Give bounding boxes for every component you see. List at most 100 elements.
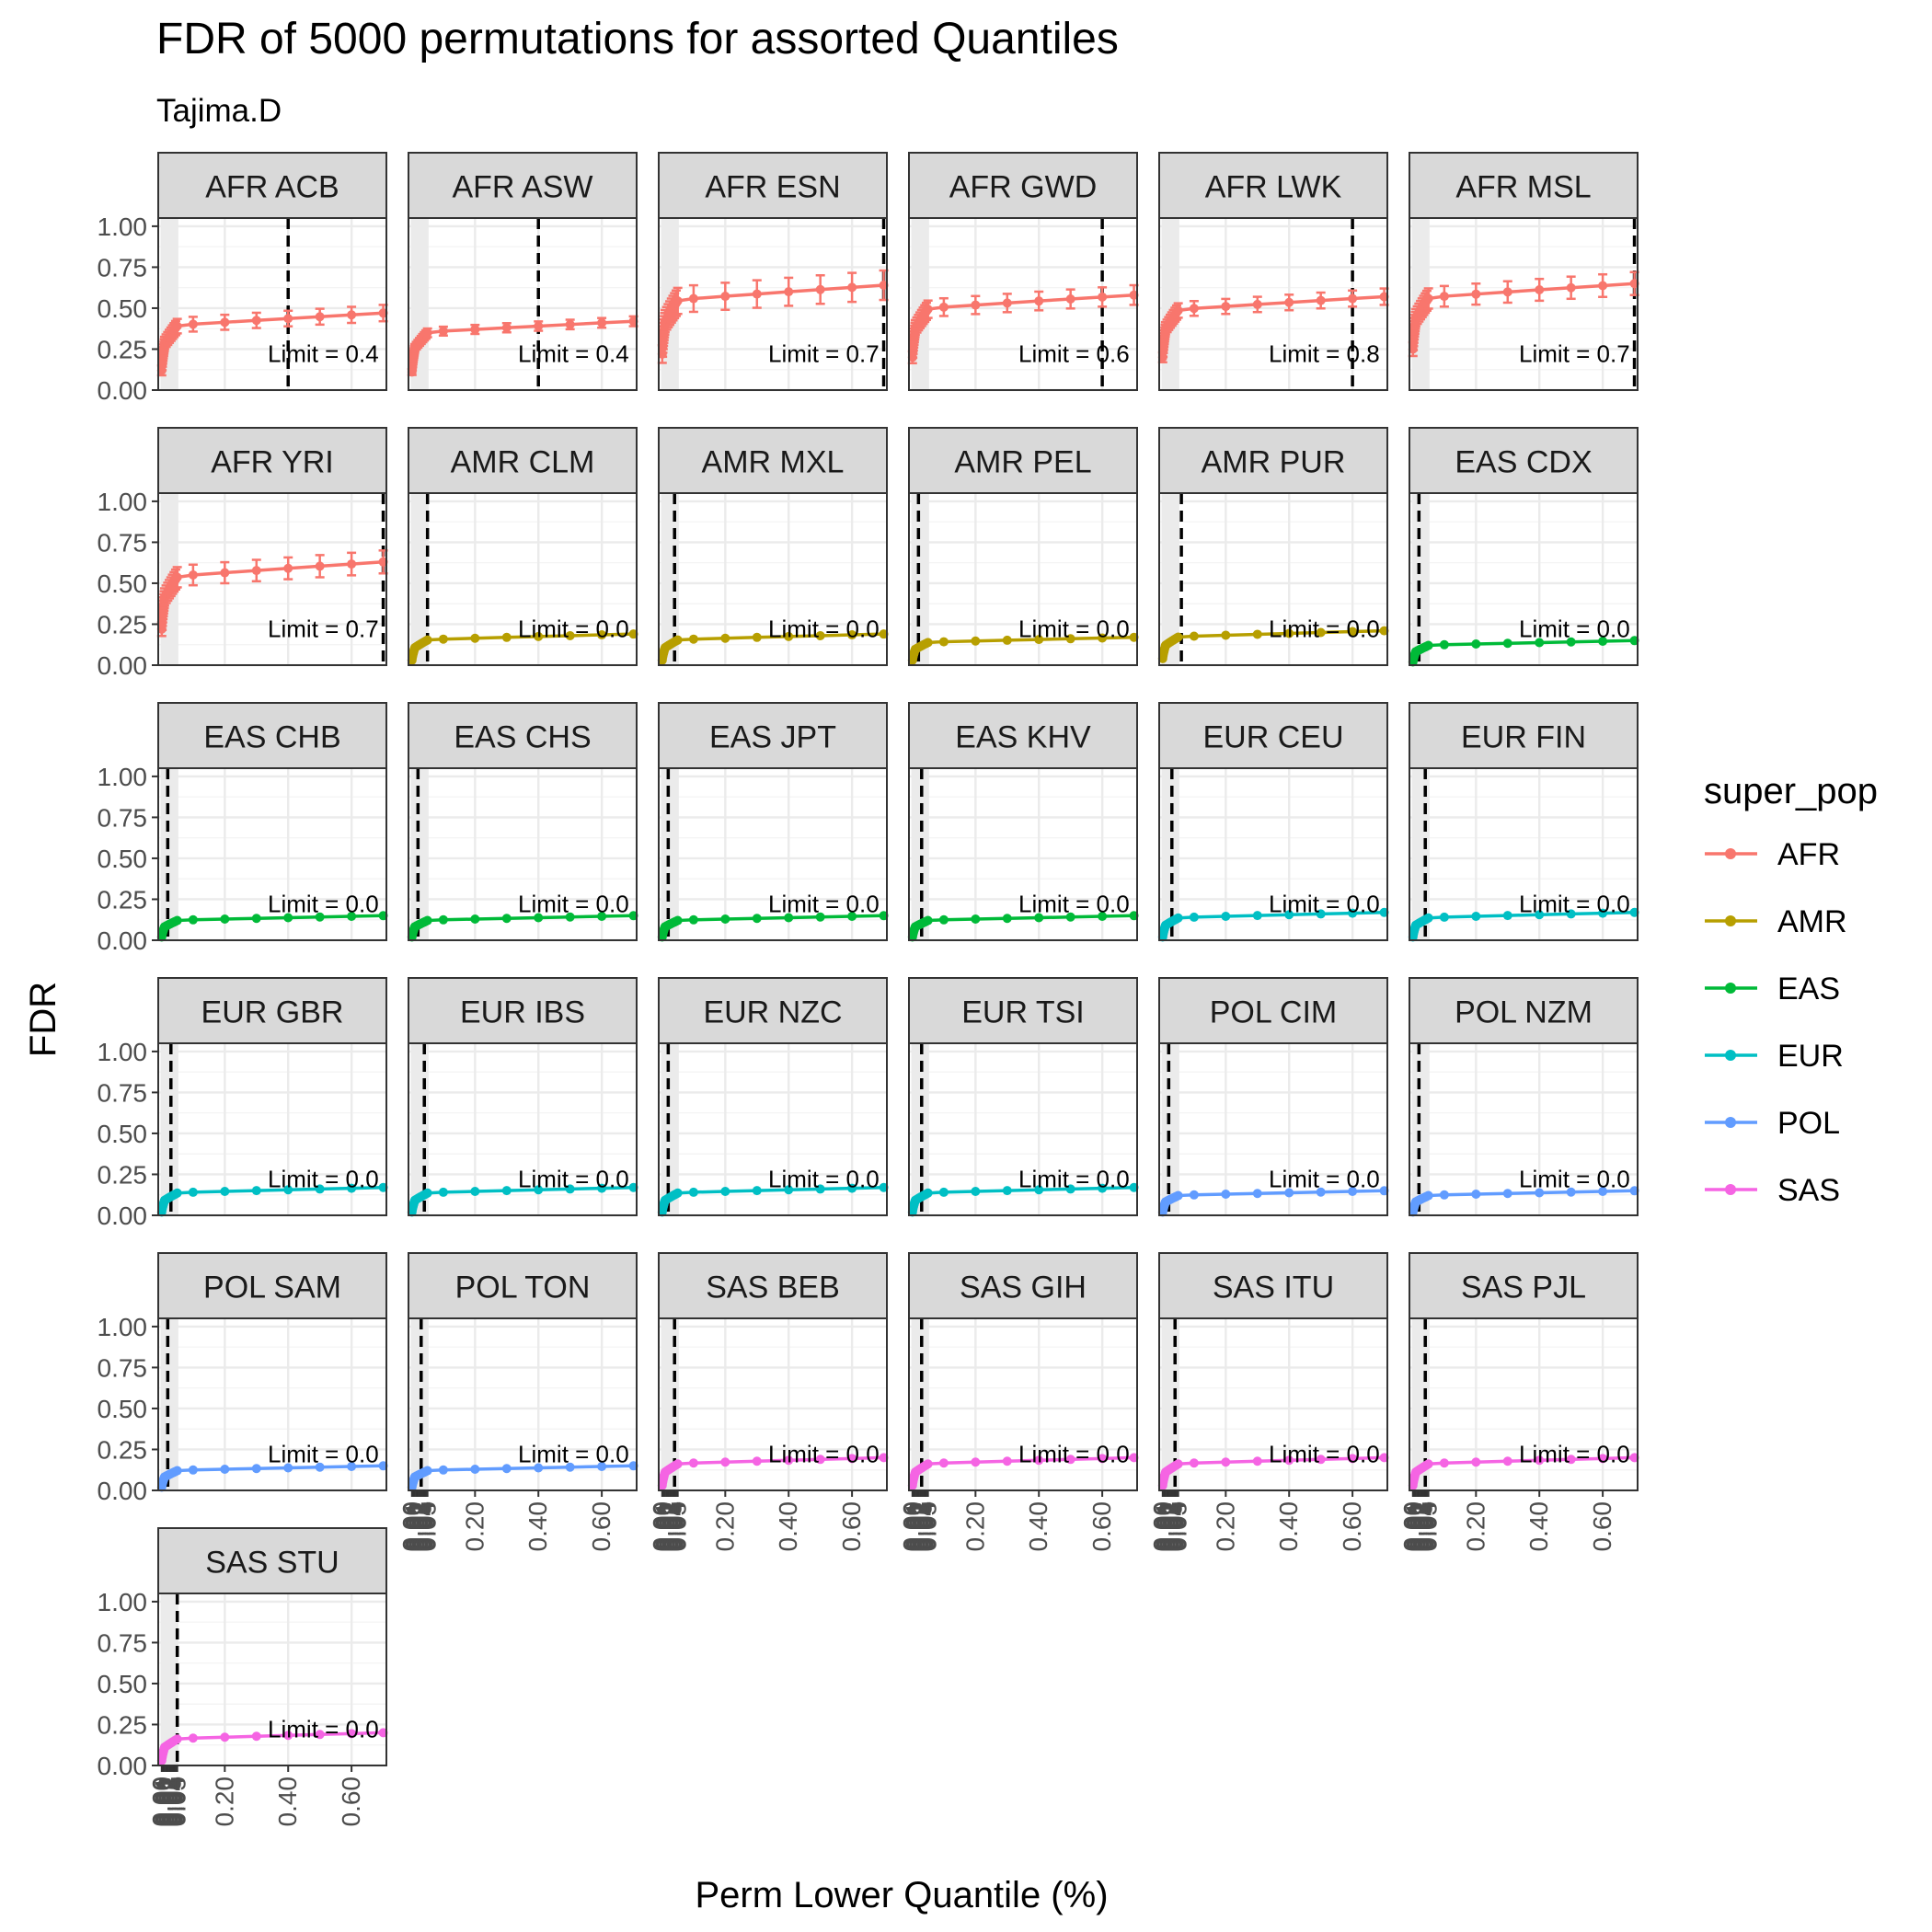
- data-point: [1316, 909, 1326, 919]
- data-point: [597, 912, 607, 922]
- panel-border: [1409, 1317, 1639, 1491]
- data-point: [1316, 1455, 1326, 1465]
- panel-border: [408, 217, 638, 391]
- x-tick-label: 0.60: [1588, 1501, 1616, 1552]
- facet-panel: EUR CEU Limit = 0.0: [1157, 702, 1389, 942]
- data-point: [673, 1459, 683, 1469]
- x-tick-label: 0.03: [1157, 1501, 1186, 1552]
- data-point: [923, 1459, 933, 1469]
- limit-label: Limit = 0.0: [1519, 615, 1630, 643]
- chart-subtitle: Tajima.D: [156, 93, 282, 129]
- data-point: [347, 1729, 357, 1739]
- x-tick-label: 0.20: [210, 1777, 238, 1827]
- data-point: [784, 287, 794, 297]
- data-point: [938, 1187, 949, 1197]
- y-tick-label: 1.00: [98, 213, 148, 241]
- x-tick-label: 0.04: [1410, 1501, 1439, 1552]
- facet-strip: [908, 1252, 1138, 1319]
- facet-panel: POL SAM Limit = 0.0 0.00 0.25 0.50 0.75 1.00: [98, 1252, 388, 1505]
- data-point: [1502, 638, 1512, 649]
- data-point: [220, 1465, 230, 1475]
- legend-label: EAS: [1777, 972, 1840, 1006]
- x-tick-label: 0.01: [650, 1501, 679, 1552]
- x-tick-label: 0.04: [1162, 1501, 1190, 1552]
- legend-label: AMR: [1777, 904, 1847, 939]
- data-point: [534, 631, 544, 641]
- facet-strip-label: POL CIM: [1210, 995, 1338, 1030]
- y-tick-label: 0.25: [98, 610, 148, 638]
- data-point: [470, 1465, 480, 1475]
- limit-label: Limit = 0.0: [1018, 1441, 1130, 1468]
- facet-strip: [157, 152, 387, 219]
- data-point: [1598, 1187, 1608, 1197]
- x-tick-label: 0.05: [1414, 1501, 1443, 1552]
- x-tick-label: 0.04: [910, 1501, 938, 1552]
- y-tick-label: 0.25: [98, 1435, 148, 1464]
- facet-strip: [658, 152, 888, 219]
- x-tick-label: 0.02: [1404, 1501, 1432, 1552]
- data-point: [283, 1731, 293, 1741]
- data-point: [534, 1185, 544, 1195]
- data-point: [1252, 1456, 1262, 1466]
- facet-panel: AFR YRI Limit = 0.7 0.00 0.25 0.50 0.75 1.00: [98, 427, 388, 680]
- data-point: [534, 1463, 544, 1473]
- data-point: [1252, 1189, 1262, 1199]
- data-point: [1566, 637, 1576, 647]
- data-point: [784, 631, 794, 641]
- facet-panel: EUR TSI Limit = 0.0: [907, 977, 1139, 1217]
- x-tick-label: 0.60: [587, 1501, 615, 1552]
- panel-border: [1158, 1042, 1388, 1216]
- facet-strip: [908, 702, 1138, 769]
- data-point: [422, 1466, 432, 1476]
- data-point: [752, 632, 762, 642]
- x-tick-label: 0.01: [903, 1501, 931, 1552]
- facet-strip-label: AFR ESN: [705, 170, 840, 205]
- panel-border: [908, 1042, 1138, 1216]
- data-point: [1566, 1187, 1576, 1197]
- y-tick-label: 0.25: [98, 1710, 148, 1739]
- data-point: [172, 915, 182, 926]
- facet-panel: AFR GWD Limit = 0.6: [907, 152, 1139, 392]
- y-tick-label: 1.00: [98, 1313, 148, 1341]
- data-point: [315, 1730, 325, 1740]
- data-point: [1316, 627, 1326, 638]
- data-point: [1535, 638, 1545, 648]
- facet-panel: AMR PUR Limit = 0.0: [1157, 427, 1389, 667]
- data-point: [688, 1458, 698, 1468]
- x-tick-label: 0.04: [159, 1777, 188, 1827]
- panel-border: [658, 767, 888, 941]
- data-point: [220, 1187, 230, 1197]
- data-point: [188, 1465, 198, 1475]
- limit-label: Limit = 0.6: [1018, 340, 1130, 368]
- legend-label: SAS: [1777, 1173, 1840, 1208]
- x-tick-label: 0.20: [460, 1501, 489, 1552]
- panel-border: [157, 1593, 387, 1766]
- data-point: [565, 319, 575, 329]
- limit-label: Limit = 0.0: [518, 1166, 629, 1193]
- data-point: [815, 1184, 825, 1194]
- x-tick-label: 0.60: [1338, 1501, 1366, 1552]
- x-tick-label: 0.01: [901, 1501, 929, 1552]
- data-point: [1173, 1190, 1183, 1201]
- y-tick-label: 0.25: [98, 335, 148, 363]
- data-point: [283, 563, 293, 573]
- facet-strip-label: AFR MSL: [1455, 170, 1591, 205]
- data-point: [720, 633, 730, 643]
- facet-panel: AFR LWK Limit = 0.8: [1157, 152, 1389, 392]
- data-point: [971, 300, 981, 310]
- facet-strip-label: SAS GIH: [960, 1271, 1087, 1305]
- facet-strip-label: POL NZM: [1455, 995, 1593, 1030]
- panel-grid: [659, 493, 887, 667]
- data-point: [1471, 289, 1481, 299]
- x-tick-label: 0.40: [1024, 1501, 1052, 1552]
- data-point: [1189, 1458, 1199, 1468]
- limit-label: Limit = 0.0: [268, 1166, 379, 1193]
- x-tick-label: 0.00: [1398, 1501, 1427, 1552]
- x-tick-label: 0.02: [905, 1501, 934, 1552]
- facet-strip-label: SAS BEB: [706, 1271, 840, 1305]
- y-tick-label: 0.75: [98, 803, 148, 832]
- x-tick-label: 0.04: [161, 1777, 190, 1827]
- data-point: [923, 915, 933, 926]
- facet-strip-label: AMR PEL: [954, 445, 1091, 480]
